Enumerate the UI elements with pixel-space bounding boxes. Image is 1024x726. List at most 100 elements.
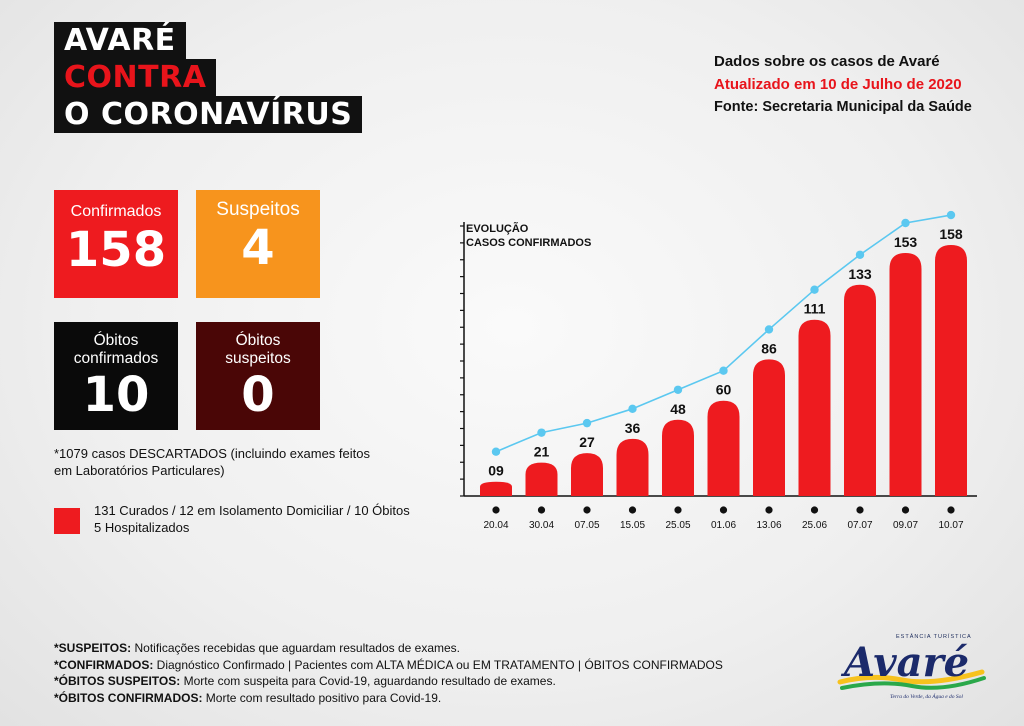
x-tick-label: 10.07 <box>938 520 963 531</box>
bar-10.07 <box>935 245 967 496</box>
suspected-value: 4 <box>241 220 275 276</box>
chart-title-line2: CASOS CONFIRMADOS <box>466 237 591 249</box>
header-info: Dados sobre os casos de Avaré Atualizado… <box>714 50 984 119</box>
trend-point <box>537 428 546 437</box>
bar-value-label: 48 <box>670 401 686 417</box>
bar-value-label: 60 <box>716 382 732 398</box>
legend: 131 Curados / 12 em Isolamento Domicilia… <box>54 502 410 536</box>
x-tick-label: 13.06 <box>756 520 781 531</box>
bar-value-label: 133 <box>848 266 872 282</box>
data-source: Fonte: Secretaria Municipal da Saúde <box>714 99 972 115</box>
note-key: *ÓBITOS SUSPEITOS: <box>54 674 181 688</box>
note-text: Morte com suspeita para Covid-19, aguard… <box>180 674 556 688</box>
avare-logo: ESTÂNCIA TURÍSTICA Avaré Terra do Verde,… <box>837 633 986 700</box>
data-title: Dados sobre os casos de Avaré <box>714 53 940 70</box>
note-key: *SUSPEITOS: <box>54 641 132 655</box>
bar-value-label: 86 <box>761 340 777 356</box>
deaths-label: Óbitos confirmados <box>54 322 178 368</box>
suspected-deaths-label-line1: Óbitos <box>235 332 281 349</box>
x-tick-label: 25.06 <box>802 520 827 531</box>
confirmed-value: 158 <box>65 222 167 278</box>
confirmed-label: Confirmados <box>70 203 162 220</box>
trend-point <box>628 404 637 414</box>
bar-value-label: 36 <box>625 420 641 436</box>
x-axis-dot <box>765 506 773 514</box>
evolution-chart: EVOLUÇÃO CASOS CONFIRMADOS 09 20.04 21 30.0… <box>460 210 977 531</box>
logo-wordmark: Avaré <box>840 639 969 686</box>
bar-value-label: 21 <box>534 444 550 460</box>
bar-25.05 <box>662 419 694 496</box>
bar-value-label: 158 <box>939 226 963 242</box>
note-suspeitos: *SUSPEITOS: Notificações recebidas que a… <box>54 640 723 657</box>
x-axis-dot <box>492 506 500 514</box>
note-text: Notificações recebidas que aguardam resu… <box>131 641 460 655</box>
bar-25.06 <box>798 319 831 496</box>
x-axis-dot <box>901 506 910 514</box>
footnotes: *SUSPEITOS: Notificações recebidas que a… <box>54 640 723 706</box>
x-tick-label: 01.06 <box>711 520 736 531</box>
suspected-deaths-label: Óbitos suspeitos <box>196 322 320 368</box>
legend-line1: 131 Curados / 12 em Isolamento Domicilia… <box>94 503 410 518</box>
x-axis-dot <box>674 506 682 514</box>
legend-swatch <box>54 508 80 534</box>
bar-13.06 <box>753 359 785 496</box>
trend-point <box>855 250 865 259</box>
logo-top-text: ESTÂNCIA TURÍSTICA <box>896 633 972 640</box>
deaths-label-line1: Óbitos <box>93 332 139 349</box>
discarded-line1: *1079 casos DESCARTADOS (incluindo exame… <box>54 446 370 461</box>
bar-value-label: 09 <box>488 463 504 479</box>
trend-point <box>810 285 819 294</box>
bar-15.05 <box>616 438 649 496</box>
x-axis-dot <box>856 506 864 514</box>
legend-text: 131 Curados / 12 em Isolamento Domicilia… <box>94 502 410 536</box>
note-key: *CONFIRMADOS: <box>54 657 154 672</box>
trend-point <box>582 418 592 428</box>
title-line-1: AVARÉ <box>54 22 186 59</box>
bar-09.07 <box>889 253 922 496</box>
logo-tagline: Terra do Verde, da Água e do Sol <box>890 692 963 700</box>
x-tick-label: 30.04 <box>529 520 554 531</box>
x-axis-dot <box>628 506 637 514</box>
suspected-label: Suspeitos <box>216 199 300 220</box>
note-key: *ÓBITOS CONFIRMADOS: <box>54 690 203 705</box>
trend-point <box>901 218 910 228</box>
chart-title-line1: EVOLUÇÃO <box>466 222 529 235</box>
updated-date: Atualizado em 10 de Julho de 2020 <box>714 76 962 93</box>
x-axis-dot <box>583 506 591 514</box>
bar-value-label: 153 <box>894 234 918 250</box>
x-axis-dot <box>810 506 819 514</box>
trend-point <box>673 385 683 394</box>
x-tick-label: 07.07 <box>847 520 872 531</box>
discarded-note: *1079 casos DESCARTADOS (incluindo exame… <box>54 445 414 479</box>
logo-swoosh-green <box>840 676 986 690</box>
deaths-box: Óbitos confirmados 10 <box>54 322 178 430</box>
x-axis-dot <box>537 506 546 514</box>
x-tick-label: 07.05 <box>574 520 599 531</box>
logo-swoosh-yellow <box>837 669 985 685</box>
x-axis-dot <box>947 506 955 514</box>
title-line-3: O CORONAVÍRUS <box>54 96 363 133</box>
suspected-deaths-value: 0 <box>241 367 275 423</box>
trend-point <box>719 366 728 375</box>
x-tick-label: 20.04 <box>483 520 508 531</box>
bar-07.05 <box>571 453 603 496</box>
title-block: AVARÉ CONTRA O CORONAVÍRUS <box>54 22 363 133</box>
suspected-deaths-label-line2: suspeitos <box>225 350 291 367</box>
note-text: Morte com resultado positivo para Covid-… <box>202 690 442 705</box>
bar-value-label: 111 <box>804 301 826 317</box>
note-text: Diagnóstico Confirmado | Pacientes com A… <box>153 657 723 672</box>
note-obitos-suspeitos: *ÓBITOS SUSPEITOS: Morte com suspeita pa… <box>54 673 723 690</box>
x-axis-dot <box>719 506 728 514</box>
x-tick-label: 25.05 <box>665 520 690 531</box>
trend-point <box>491 447 501 456</box>
suspected-deaths-box: Óbitos suspeitos 0 <box>196 322 320 430</box>
note-obitos-confirmados: *ÓBITOS CONFIRMADOS: Morte com resultado… <box>54 690 723 707</box>
bar-30.04 <box>525 462 558 496</box>
discarded-line2: em Laboratórios Particulares) <box>54 463 225 478</box>
x-tick-label: 15.05 <box>620 520 645 531</box>
bar-01.06 <box>707 400 740 496</box>
legend-line2: 5 Hospitalizados <box>94 520 190 535</box>
x-tick-label: 09.07 <box>893 520 918 531</box>
trend-point <box>764 325 774 334</box>
deaths-label-line2: confirmados <box>73 350 159 367</box>
